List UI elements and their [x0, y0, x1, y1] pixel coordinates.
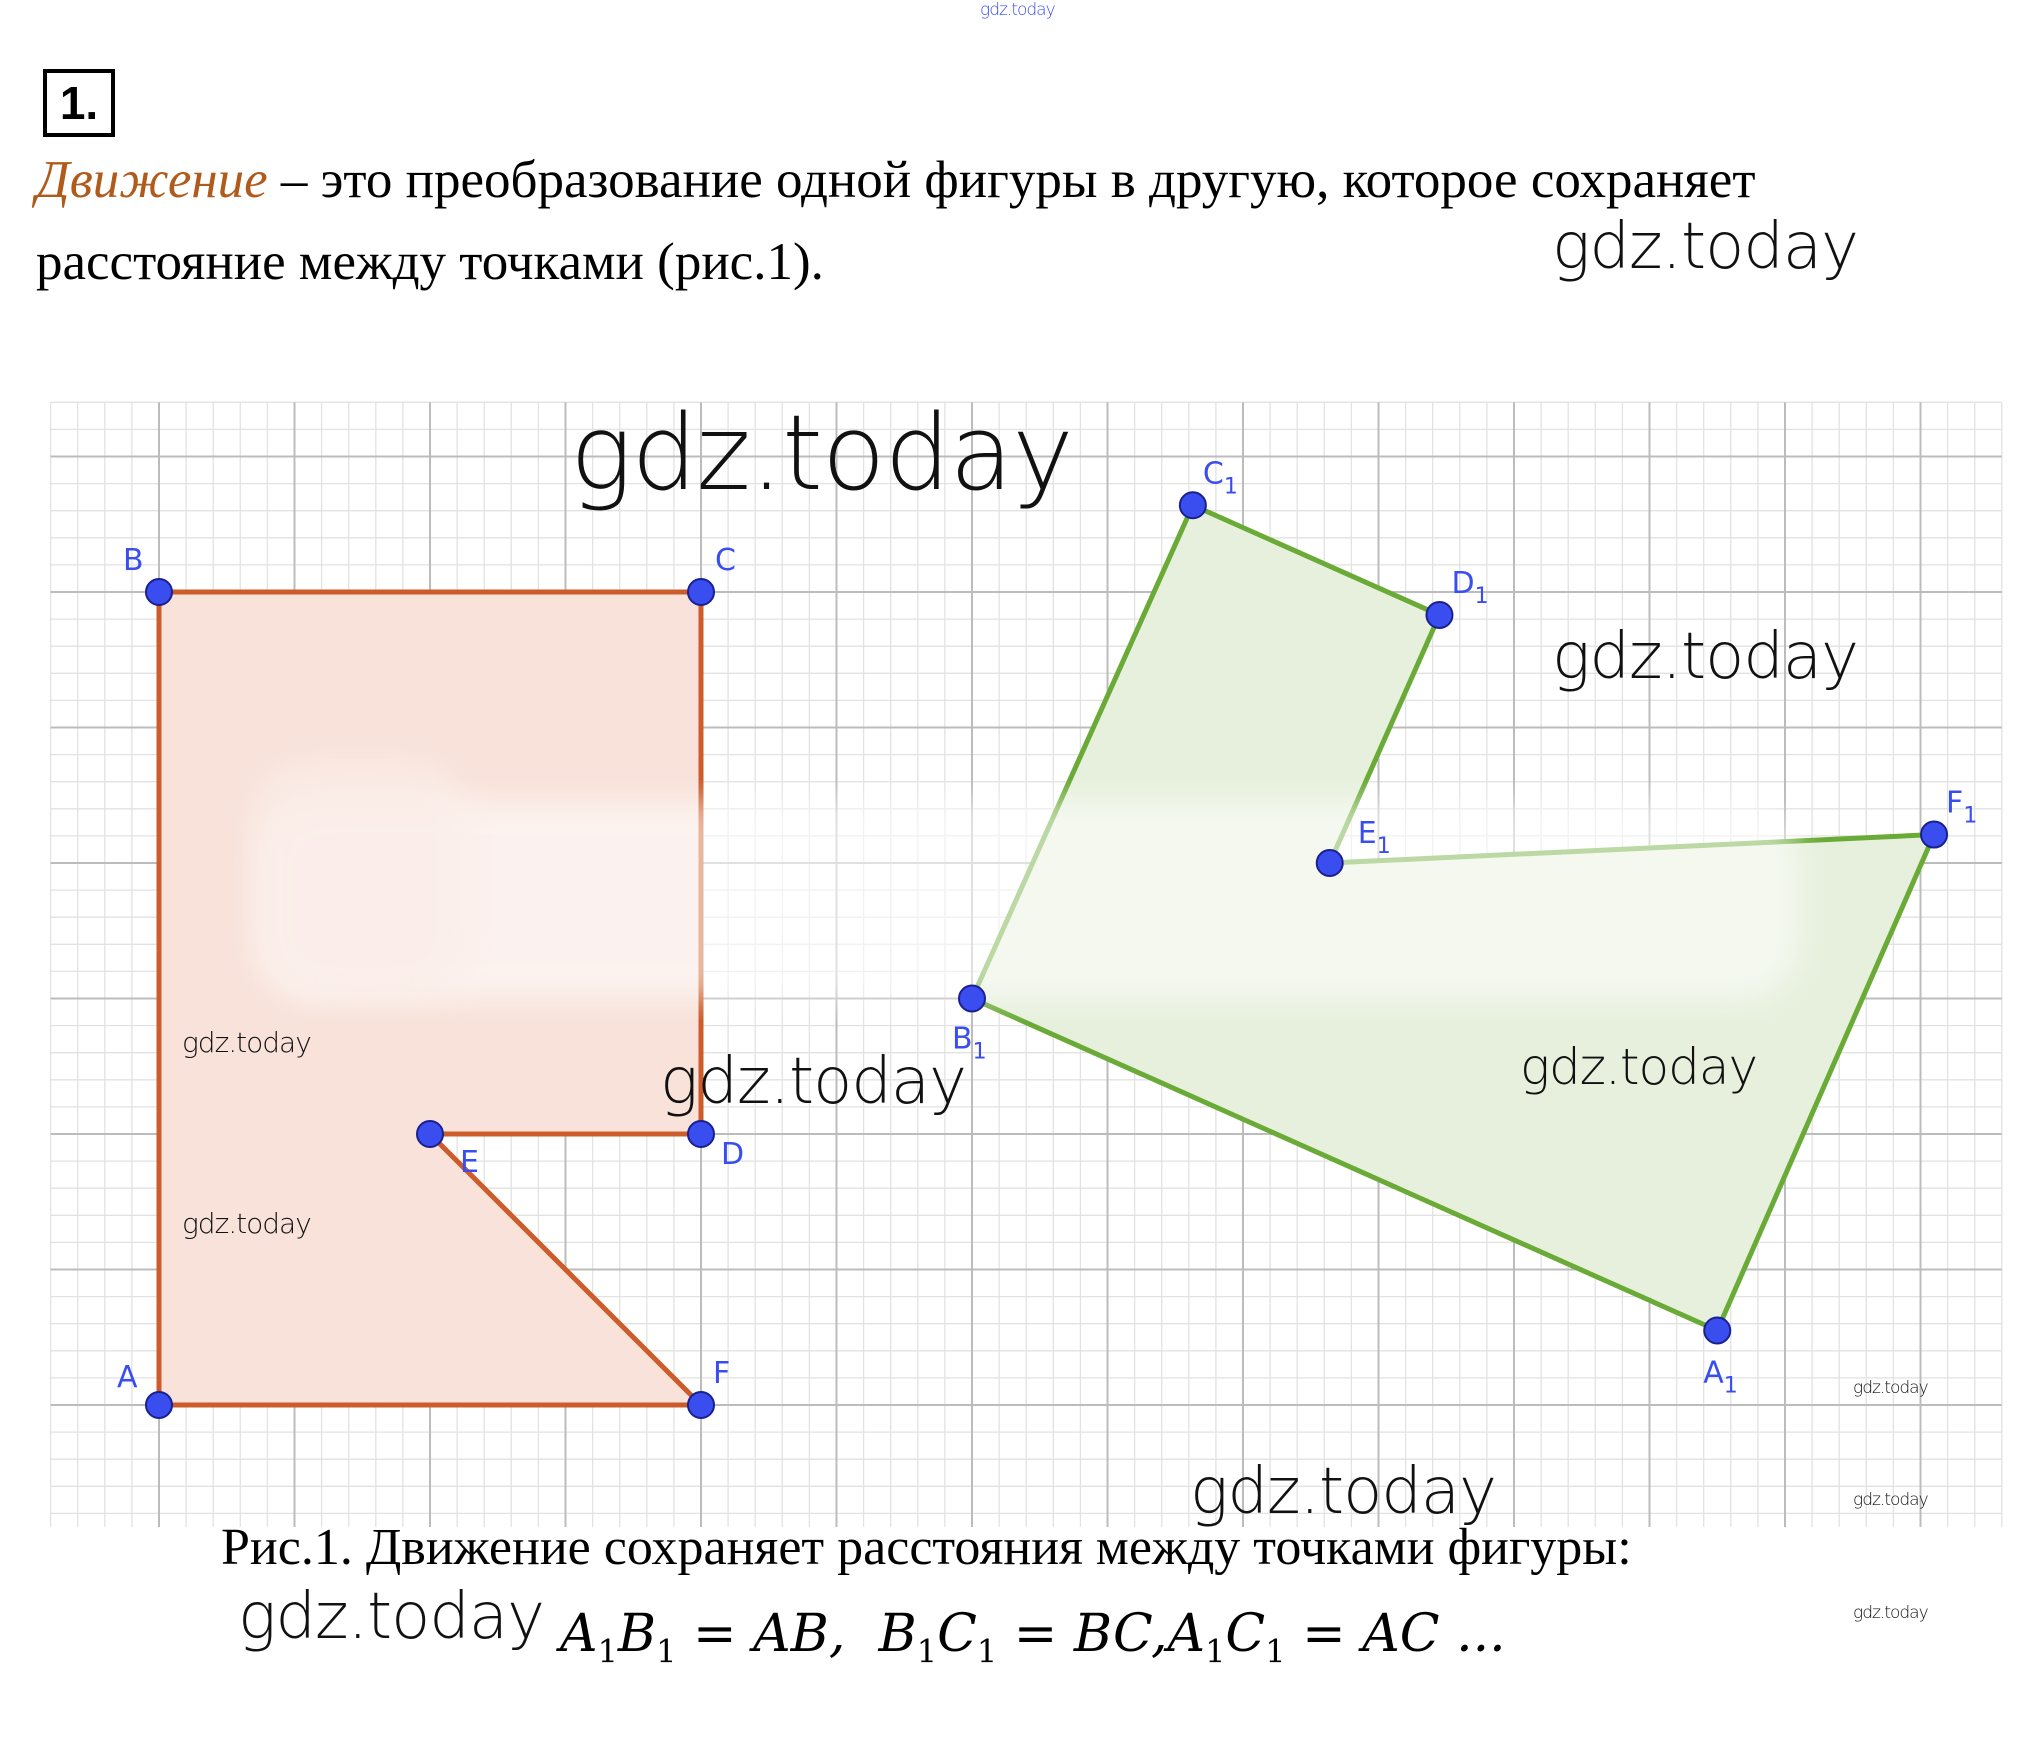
watermark: gdz.today: [182, 1026, 312, 1059]
point-F1: [1920, 820, 1949, 849]
point-C: [687, 578, 715, 606]
formula-sub: 1: [597, 1632, 618, 1671]
formula-part: B: [617, 1604, 657, 1664]
erased-watermark-area: [250, 760, 470, 1000]
point-label: A1: [1703, 1355, 1738, 1398]
watermark: gdz.today: [1552, 210, 1859, 284]
watermark: gdz.today: [1853, 1378, 1929, 1398]
watermark: gdz.today: [1552, 620, 1859, 694]
point-label: F: [713, 1356, 730, 1391]
formula-part: A: [560, 1604, 598, 1664]
definition-term: Движение: [36, 151, 268, 209]
point-A1: [1703, 1316, 1732, 1345]
watermark-top: gdz.today: [980, 0, 1056, 20]
watermark: gdz.today: [1520, 1038, 1758, 1096]
formula-part: = AC ...: [1285, 1604, 1506, 1664]
point-C1: [1178, 491, 1207, 520]
definition-line-2: расстояние между точками (рис.1).: [36, 233, 824, 291]
point-F: [687, 1391, 715, 1419]
definition-line-1: Движение – это преобразование одной фигу…: [36, 150, 1755, 210]
figure-caption: Рис.1. Движение сохраняет расстояния меж…: [221, 1519, 1632, 1576]
point-D1: [1425, 601, 1454, 630]
formula-part: C: [1225, 1604, 1266, 1664]
point-B1: [958, 984, 986, 1013]
point-label: E1: [1358, 816, 1391, 859]
formula-part: = AB,: [676, 1604, 879, 1664]
point-label: E: [460, 1145, 479, 1180]
point-label: B1: [952, 1022, 987, 1065]
erased-watermark-area: [260, 800, 1800, 1000]
point-A: [145, 1391, 173, 1419]
point-B: [145, 578, 173, 606]
watermark: gdz.today: [182, 1207, 312, 1240]
formula-part: B: [878, 1604, 917, 1664]
point-label: C: [715, 543, 736, 578]
problem-number: 1.: [43, 69, 115, 137]
formula-sub: 1: [976, 1632, 998, 1671]
point-label: C1: [1203, 456, 1238, 499]
formula-sub: 1: [916, 1632, 938, 1671]
formula-sub: 1: [1265, 1632, 1286, 1671]
watermark: gdz.today: [1190, 1455, 1497, 1529]
point-label: A: [117, 1360, 138, 1395]
point-label: B: [123, 543, 144, 578]
distance-formula: A1B1 = AB, B1C1 = BC,A1C1 = AC ...: [560, 1604, 1506, 1670]
point-E1: [1315, 849, 1344, 877]
point-D: [687, 1120, 715, 1148]
watermark: gdz.today: [1853, 1603, 1929, 1623]
formula-part: C: [937, 1604, 977, 1664]
watermark: gdz.today: [1853, 1490, 1929, 1510]
watermark: gdz.today: [238, 1580, 545, 1654]
point-E: [416, 1120, 444, 1148]
formula-part: = BC,: [997, 1604, 1168, 1664]
point-label: D: [721, 1137, 744, 1172]
watermark: gdz.today: [660, 1045, 967, 1119]
formula-part: A: [1167, 1604, 1206, 1664]
formula-sub: 1: [1205, 1632, 1226, 1671]
point-label: F1: [1946, 786, 1977, 829]
point-label: D1: [1451, 566, 1488, 609]
watermark: gdz.today: [570, 392, 1074, 514]
formula-sub: 1: [656, 1632, 677, 1671]
definition-text: – это преобразование одной фигуры в друг…: [267, 151, 1756, 209]
